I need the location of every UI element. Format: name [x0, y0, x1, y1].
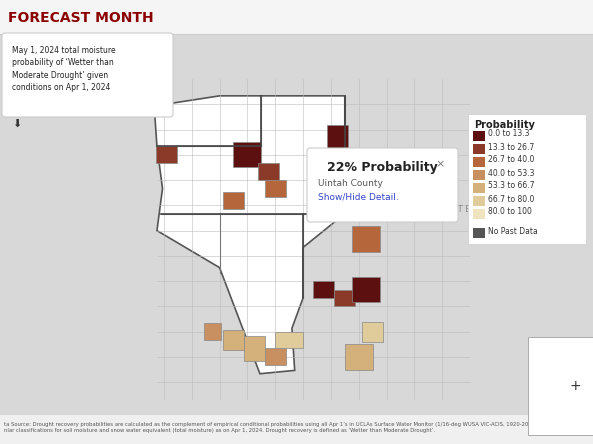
FancyBboxPatch shape [473, 228, 485, 238]
Text: 0.0 to 13.3: 0.0 to 13.3 [488, 130, 530, 139]
FancyBboxPatch shape [362, 321, 383, 342]
FancyBboxPatch shape [352, 226, 380, 252]
FancyBboxPatch shape [473, 131, 485, 141]
FancyBboxPatch shape [0, 0, 593, 34]
FancyBboxPatch shape [223, 192, 244, 209]
FancyBboxPatch shape [0, 414, 593, 444]
Text: 53.3 to 66.7: 53.3 to 66.7 [488, 182, 534, 190]
FancyBboxPatch shape [307, 148, 458, 222]
FancyBboxPatch shape [352, 277, 380, 302]
FancyBboxPatch shape [265, 349, 286, 365]
Polygon shape [154, 96, 345, 374]
Text: 40.0 to 53.3: 40.0 to 53.3 [488, 169, 534, 178]
FancyBboxPatch shape [473, 144, 485, 154]
FancyBboxPatch shape [473, 183, 485, 193]
Text: 13.3 to 26.7: 13.3 to 26.7 [488, 143, 534, 151]
Text: ta Source: Drought recovery probabilities are calculated as the complement of em: ta Source: Drought recovery probabilitie… [4, 422, 550, 433]
FancyBboxPatch shape [157, 147, 177, 163]
FancyBboxPatch shape [473, 196, 485, 206]
FancyBboxPatch shape [327, 125, 348, 151]
FancyBboxPatch shape [223, 330, 244, 350]
Text: No Past Data: No Past Data [488, 226, 538, 235]
Text: Probability: Probability [474, 120, 535, 130]
FancyBboxPatch shape [275, 332, 303, 349]
FancyBboxPatch shape [468, 114, 586, 244]
Text: 66.7 to 80.0: 66.7 to 80.0 [488, 194, 534, 203]
FancyBboxPatch shape [244, 336, 265, 361]
FancyBboxPatch shape [2, 33, 173, 117]
Text: ⬇: ⬇ [12, 119, 21, 129]
Text: Show/Hide Detail.: Show/Hide Detail. [318, 193, 398, 202]
FancyBboxPatch shape [345, 344, 372, 369]
FancyBboxPatch shape [265, 180, 286, 197]
FancyBboxPatch shape [473, 157, 485, 167]
FancyBboxPatch shape [473, 170, 485, 180]
Text: +: + [569, 379, 581, 393]
Text: ×: × [436, 159, 445, 169]
FancyBboxPatch shape [334, 289, 355, 306]
Text: Uintah County: Uintah County [318, 179, 383, 188]
Text: 80.0 to 100: 80.0 to 100 [488, 207, 532, 217]
FancyBboxPatch shape [0, 34, 593, 414]
Text: FORECAST MONTH: FORECAST MONTH [8, 11, 154, 25]
Text: U N I T E D   S T A T E S: U N I T E D S T A T E S [381, 205, 479, 214]
FancyBboxPatch shape [258, 163, 279, 180]
FancyBboxPatch shape [314, 281, 334, 298]
Text: 22% Probability: 22% Probability [327, 161, 438, 174]
Text: May 1, 2024 total moisture
probability of ‘Wetter than
Moderate Drought’ given
c: May 1, 2024 total moisture probability o… [12, 46, 116, 92]
FancyBboxPatch shape [234, 142, 262, 167]
FancyBboxPatch shape [473, 209, 485, 219]
Text: 26.7 to 40.0: 26.7 to 40.0 [488, 155, 534, 164]
FancyBboxPatch shape [204, 323, 221, 340]
